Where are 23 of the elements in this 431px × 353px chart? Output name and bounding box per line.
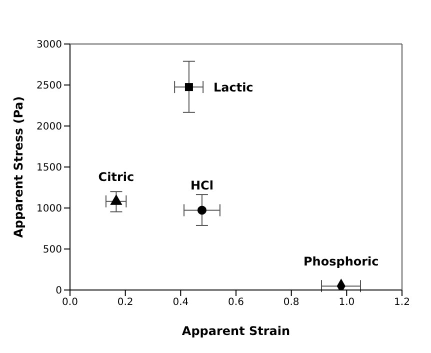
series-label: Lactic bbox=[213, 80, 254, 94]
point bbox=[184, 83, 193, 92]
point bbox=[110, 194, 122, 205]
x-axis-title: Apparent Strain bbox=[182, 324, 290, 338]
y-tick-label: 1000 bbox=[36, 204, 62, 215]
x-tick-label: 0.0 bbox=[62, 297, 78, 308]
y-tick-label: 0 bbox=[56, 286, 62, 297]
x-tick-label: 0.6 bbox=[228, 297, 244, 308]
series-label: Citric bbox=[98, 170, 134, 184]
series-label: Phosphoric bbox=[304, 254, 379, 269]
x-tick-label: 0.8 bbox=[283, 297, 300, 308]
y-tick-label: 2000 bbox=[36, 122, 62, 133]
y-tick-label: 2500 bbox=[36, 80, 62, 92]
series-label: HCl bbox=[190, 178, 214, 193]
x-tick-label: 1.0 bbox=[338, 297, 355, 308]
y-tick-label: 1500 bbox=[36, 162, 62, 174]
y-tick-label: 3000 bbox=[36, 40, 62, 51]
point bbox=[197, 206, 206, 215]
x-tick-label: 0.2 bbox=[117, 297, 134, 308]
y-tick-label: 500 bbox=[42, 244, 62, 256]
x-tick-label: 1.2 bbox=[394, 297, 410, 308]
x-tick-label: 0.4 bbox=[172, 297, 189, 308]
y-axis-title: Apparent Stress (Pa) bbox=[11, 96, 26, 238]
